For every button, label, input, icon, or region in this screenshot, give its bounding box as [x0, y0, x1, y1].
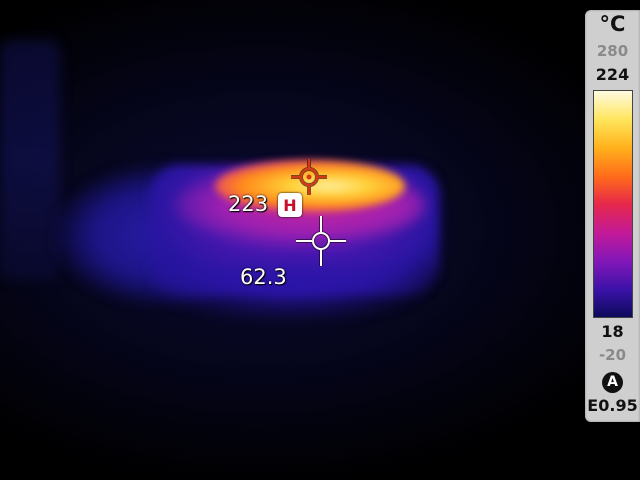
background-object [0, 40, 60, 280]
crosshair-center-icon [296, 216, 346, 266]
hot-spot-reading: 223 [228, 192, 269, 216]
scale-max-value: 224 [595, 65, 630, 84]
emissivity-value: E0.95 [587, 396, 638, 415]
warm-object-base [150, 250, 430, 320]
hot-spot-marker-label: H [283, 195, 297, 215]
center-spot-reading: 62.3 [240, 265, 287, 289]
temperature-scale-panel: °C 280 224 18 -20 A E0.95 [585, 10, 640, 422]
color-palette-bar [593, 90, 633, 318]
scale-range-min: -20 [598, 346, 627, 364]
temperature-unit-label: °C [599, 12, 626, 36]
hot-spot-marker-badge: H [278, 193, 302, 217]
crosshair-hot-icon [291, 159, 327, 195]
scale-range-max: 280 [596, 42, 629, 60]
scale-min-value: 18 [601, 322, 624, 341]
auto-range-icon: A [602, 372, 623, 393]
